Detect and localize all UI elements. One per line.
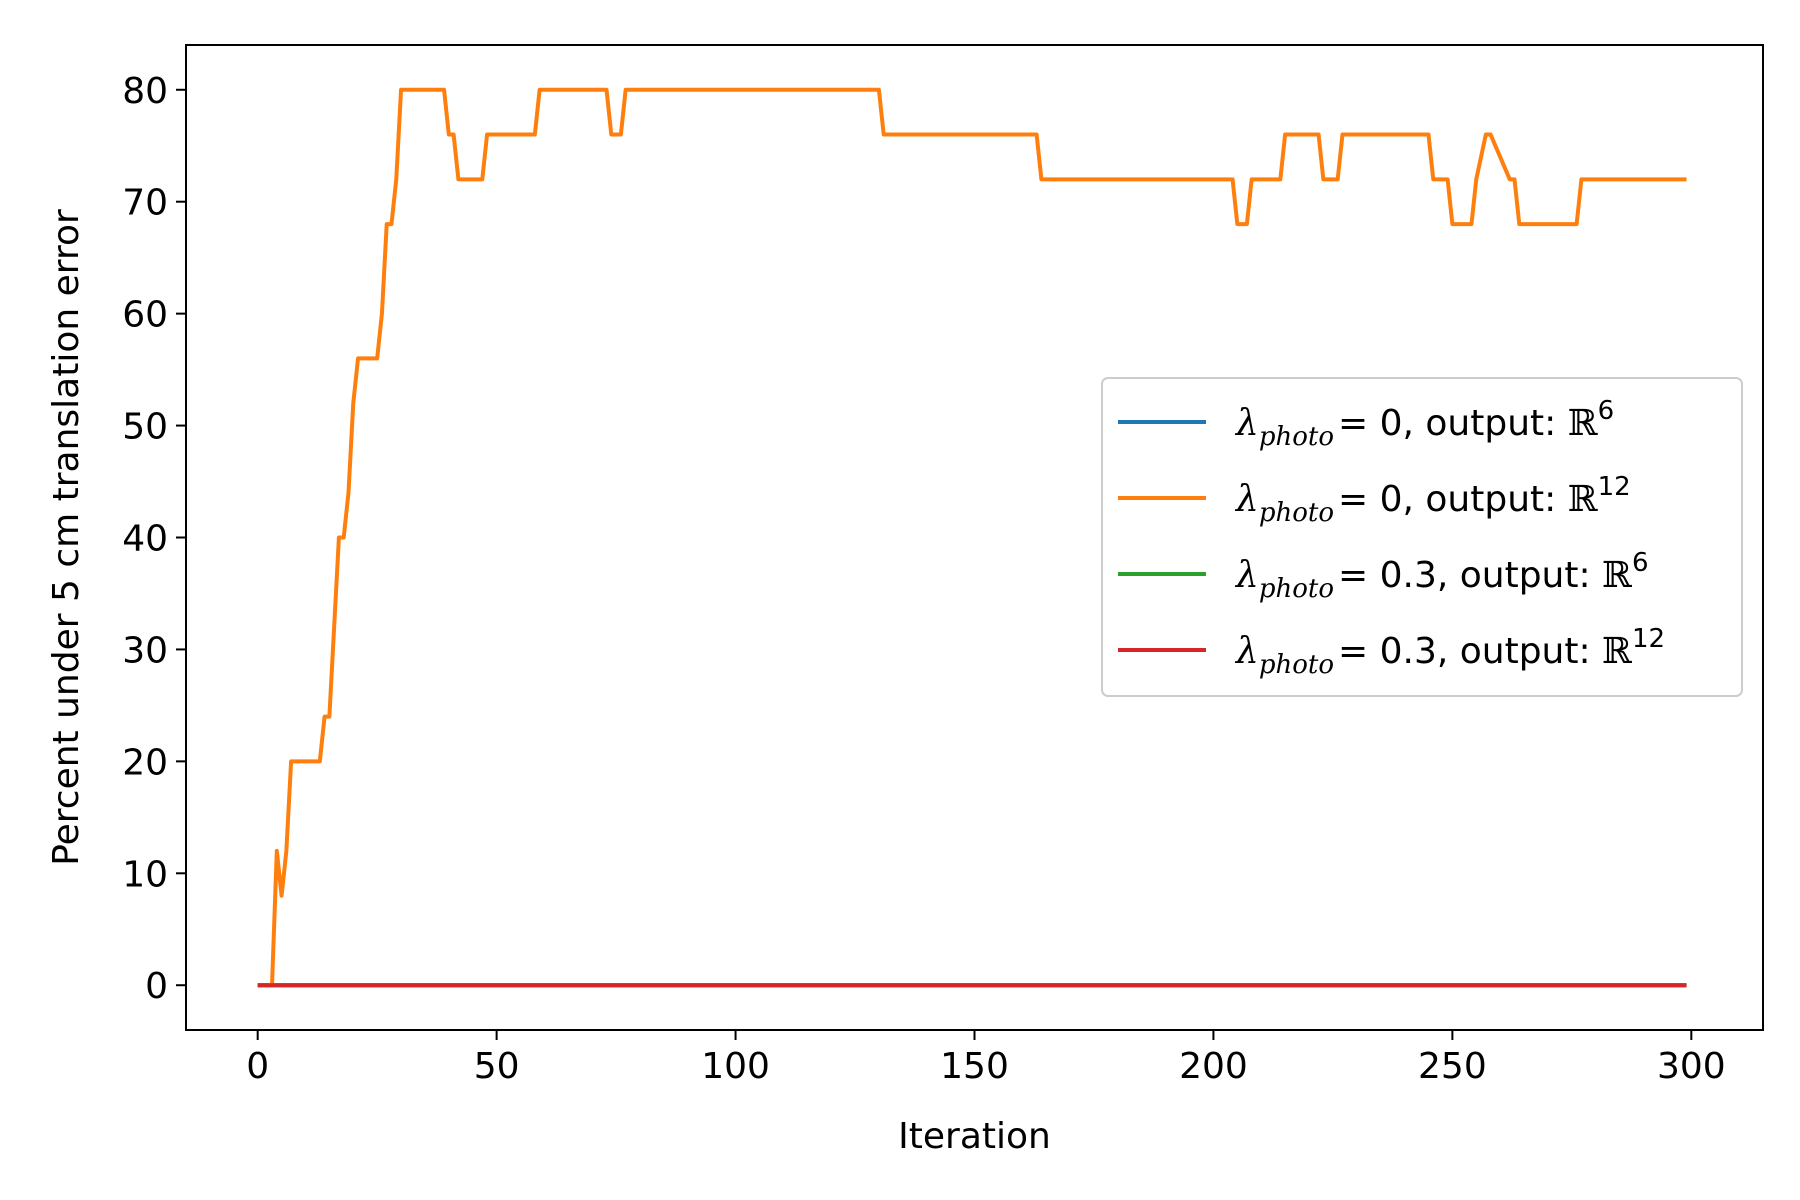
x-tick-label: 0	[246, 1046, 269, 1087]
legend-label: λphoto = 0.3, output: ℝ6	[1234, 548, 1649, 604]
y-tick-label: 30	[122, 630, 168, 671]
x-axis-title: Iteration	[898, 1116, 1051, 1157]
series-group	[257, 87, 1687, 988]
legend-box	[1101, 377, 1743, 697]
y-tick-label: 20	[122, 742, 168, 783]
x-tick-label: 50	[474, 1046, 520, 1087]
y-tick-label: 70	[122, 183, 168, 224]
x-axis: 0 50 100 150 200 250 300	[246, 1030, 1726, 1087]
y-axis: 0 10 20 30 40 50 60 70 80	[122, 71, 186, 1007]
series-line-2	[257, 87, 1687, 988]
legend-label: λphoto = 0, output: ℝ12	[1234, 472, 1631, 528]
legend-label: λphoto = 0.3, output: ℝ12	[1234, 624, 1665, 680]
legend-item: λphoto = 0, output: ℝ6	[1118, 396, 1614, 452]
legend-item: λphoto = 0.3, output: ℝ12	[1118, 624, 1665, 680]
x-tick-label: 300	[1657, 1046, 1726, 1087]
y-tick-label: 40	[122, 519, 168, 560]
y-tick-label: 0	[145, 966, 168, 1007]
legend: λphoto = 0, output: ℝ6 λphoto = 0, output: …	[1101, 377, 1743, 697]
y-axis-title: Percent under 5 cm translation error	[46, 209, 87, 866]
legend-item: λphoto = 0, output: ℝ12	[1118, 472, 1631, 528]
x-tick-label: 100	[701, 1046, 770, 1087]
legend-item: λphoto = 0.3, output: ℝ6	[1118, 548, 1649, 604]
x-tick-label: 200	[1179, 1046, 1248, 1087]
y-tick-label: 60	[122, 295, 168, 336]
y-tick-label: 80	[122, 71, 168, 112]
y-tick-label: 10	[122, 854, 168, 895]
legend-label: λphoto = 0, output: ℝ6	[1234, 396, 1614, 452]
x-tick-label: 150	[940, 1046, 1009, 1087]
x-tick-label: 250	[1418, 1046, 1487, 1087]
y-tick-label: 50	[122, 407, 168, 448]
